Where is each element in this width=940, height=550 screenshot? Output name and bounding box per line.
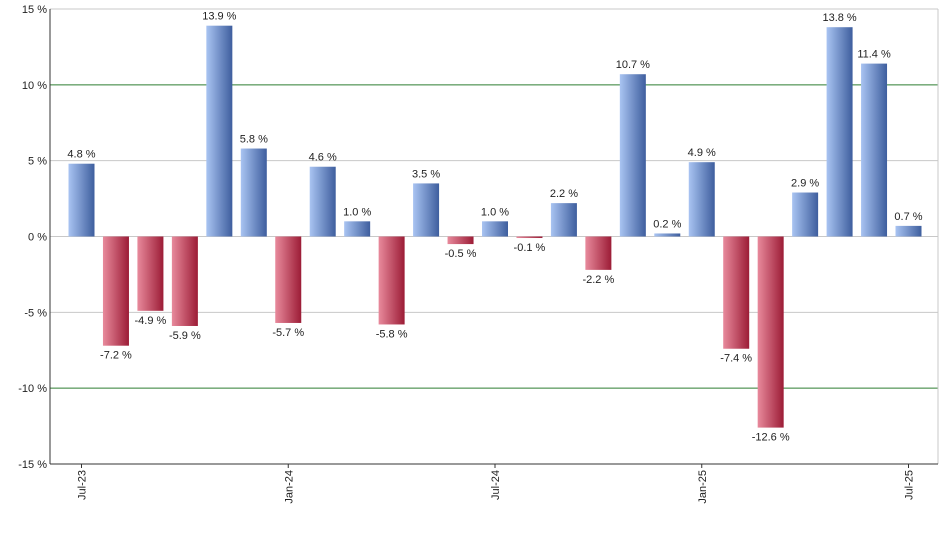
bar-may-24	[413, 183, 440, 237]
bar-oct-23	[171, 236, 198, 326]
data-label: 13.8 %	[822, 12, 856, 24]
gridlines	[50, 8, 939, 464]
data-label: 4.9 %	[688, 147, 716, 159]
bar-aug-24	[516, 236, 543, 239]
x-tick-label: Jul-23	[77, 470, 89, 500]
data-label: 5.8 %	[240, 134, 268, 146]
data-label: 2.9 %	[791, 178, 819, 190]
y-tick-label: 0 %	[28, 232, 47, 244]
data-label: -7.4 %	[720, 353, 752, 365]
data-label: 2.2 %	[550, 188, 578, 200]
bar-mar-25	[757, 236, 784, 428]
bar-apr-25	[792, 192, 819, 237]
bar-aug-23	[102, 236, 129, 346]
data-label: -12.6 %	[752, 432, 790, 444]
bar-jul-25	[895, 225, 922, 237]
bar-sep-23	[137, 236, 164, 311]
data-label: -4.9 %	[135, 315, 167, 327]
bar-sep-24	[550, 203, 577, 237]
data-label: 4.8 %	[67, 149, 95, 161]
data-label: -5.7 %	[272, 327, 304, 339]
data-label: 0.7 %	[894, 211, 922, 223]
x-tick-label: Jul-24	[490, 470, 502, 500]
bar-apr-24	[378, 236, 405, 325]
data-label: -0.5 %	[445, 248, 477, 260]
data-labels: 4.8 % -7.2 % -4.9 %-5.9 % 13.9 % 5.8 % -5.7 %…	[67, 11, 922, 444]
data-label: -5.8 %	[376, 328, 408, 340]
y-tick-label: 15 %	[22, 4, 47, 16]
bar-may-25	[826, 27, 853, 237]
data-label: -7.2 %	[100, 350, 132, 362]
data-label: 10.7 %	[616, 59, 650, 71]
bar-feb-25	[723, 236, 750, 349]
data-label: 1.0 %	[481, 206, 509, 218]
data-label: -2.2 %	[582, 274, 614, 286]
data-label: 4.6 %	[309, 152, 337, 164]
x-tick-label: Jul-25	[904, 470, 916, 500]
data-label: 13.9 %	[202, 11, 236, 23]
axes: 15 % 10 % 5 % 0 % -5 % -10 % -15 % Jul-23 Jan-24…	[18, 4, 938, 504]
bar-jul-23	[68, 163, 95, 237]
bar-dec-23	[240, 148, 267, 237]
bars	[68, 25, 922, 428]
bar-nov-23	[206, 25, 233, 237]
bar-jan-24	[275, 236, 302, 323]
bar-jan-25	[688, 162, 715, 237]
bar-jun-24	[447, 236, 474, 245]
data-label: -0.1 %	[514, 242, 546, 254]
data-label: 3.5 %	[412, 168, 440, 180]
data-label: -5.9 %	[169, 330, 201, 342]
bar-mar-24	[344, 221, 371, 237]
bar-jun-25	[861, 63, 888, 237]
bar-feb-24	[309, 166, 336, 237]
y-tick-label: 5 %	[28, 156, 47, 168]
data-label: 0.2 %	[653, 218, 681, 230]
y-tick-label: -10 %	[18, 383, 47, 395]
bar-jul-24	[482, 221, 508, 237]
data-label: 1.0 %	[343, 206, 371, 218]
x-tick-label: Jan-25	[697, 470, 709, 504]
bar-dec-24	[654, 233, 681, 237]
data-label: 11.4 %	[857, 49, 891, 61]
x-tick-label: Jan-24	[283, 470, 295, 504]
bar-oct-24	[585, 236, 612, 270]
y-tick-label: 10 %	[22, 80, 47, 92]
y-tick-label: -15 %	[18, 459, 47, 471]
y-tick-label: -5 %	[24, 307, 47, 319]
bar-nov-24	[619, 74, 646, 237]
